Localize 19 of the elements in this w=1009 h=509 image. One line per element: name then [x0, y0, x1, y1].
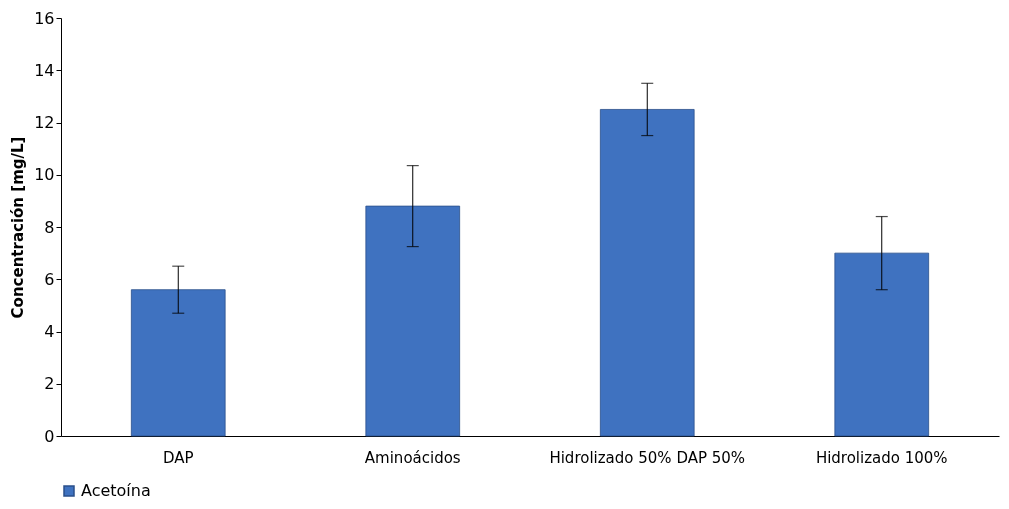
y-tick-label: 6 [44, 269, 55, 289]
y-tick-label: 10 [34, 165, 55, 185]
y-tick-label: 4 [44, 322, 55, 341]
x-tick-label: Aminoácidos [364, 448, 461, 467]
x-tick-label: DAP [162, 448, 194, 467]
x-tick-label: Hidrolizado 50% DAP 50% [549, 448, 746, 467]
x-tick-label: Hidrolizado 100% [815, 448, 948, 467]
y-axis-title: Concentración [mg/L] [9, 136, 28, 319]
bar [130, 289, 226, 437]
bar [599, 109, 695, 437]
y-tick-label: 8 [44, 217, 55, 237]
y-tick-label: 14 [34, 60, 55, 80]
y-tick-label: 0 [44, 426, 55, 446]
y-tick-label: 2 [44, 374, 55, 394]
y-tick-label: 16 [34, 8, 55, 28]
legend-label: Acetoína [81, 481, 151, 500]
bar [834, 252, 930, 437]
y-tick-label: 12 [34, 113, 55, 132]
bar [365, 205, 461, 437]
